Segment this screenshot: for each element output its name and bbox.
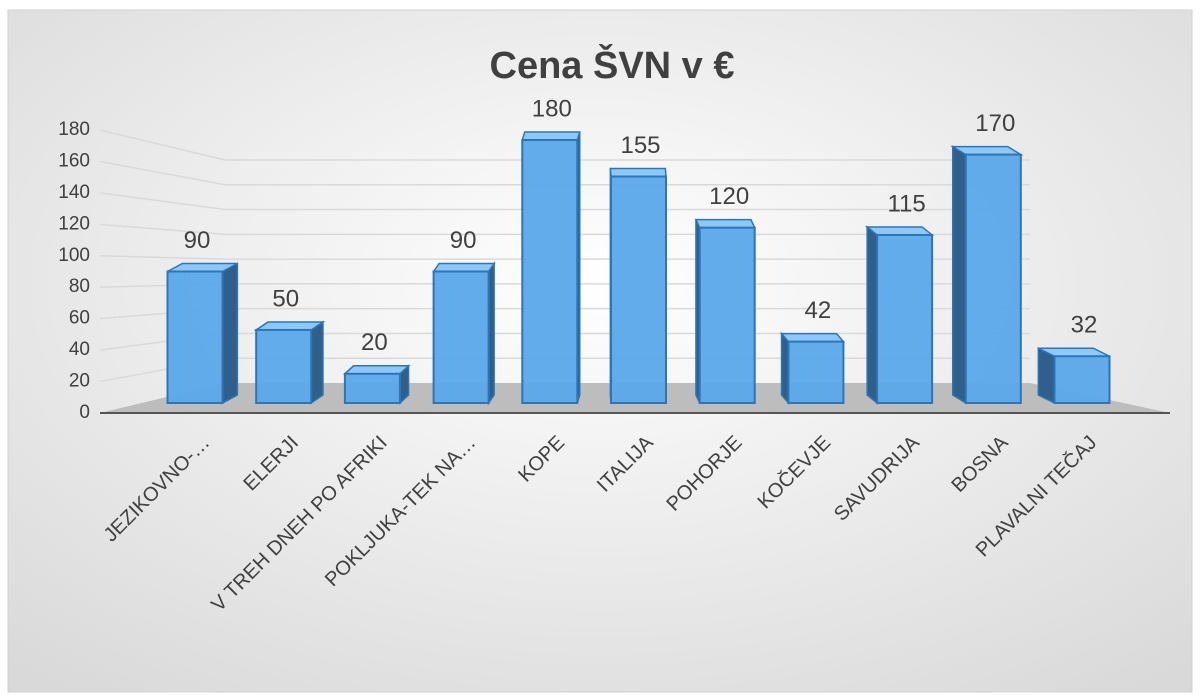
- bar-side: [1037, 347, 1056, 405]
- bar-top: [950, 145, 1024, 156]
- y-tick-label: 160: [58, 150, 90, 171]
- bar-top: [865, 226, 935, 236]
- data-label: 50: [272, 285, 299, 312]
- bar: [779, 331, 846, 406]
- y-tick-label: 20: [69, 371, 90, 392]
- bar: [521, 131, 581, 404]
- data-label: 90: [450, 227, 477, 254]
- bar-front: [432, 270, 490, 404]
- bar-front: [964, 153, 1022, 404]
- bar-top: [694, 218, 756, 229]
- bar-top: [609, 167, 667, 178]
- bar-front: [1053, 355, 1111, 404]
- y-tick-label: 100: [58, 245, 90, 266]
- data-label: 120: [709, 183, 749, 210]
- y-tick-label: 40: [69, 339, 90, 360]
- bar-top: [432, 262, 496, 273]
- bar: [1037, 347, 1111, 405]
- data-label: 42: [805, 297, 832, 324]
- data-label: 20: [361, 329, 388, 356]
- bar-top: [779, 332, 846, 343]
- bar-front: [787, 340, 845, 404]
- data-label: 180: [532, 95, 572, 122]
- grid-line: [99, 223, 1030, 236]
- bar-side: [310, 320, 324, 405]
- bar-front: [343, 372, 401, 404]
- grid-line: [99, 255, 1030, 260]
- y-tick-label: 0: [79, 402, 90, 423]
- data-label: 155: [620, 132, 660, 159]
- bar-top: [521, 131, 581, 141]
- bar-front: [255, 328, 313, 405]
- y-tick-label: 140: [58, 182, 90, 203]
- bar-front: [698, 226, 756, 404]
- data-label: 115: [887, 190, 925, 217]
- bar: [166, 262, 239, 405]
- bar-front: [876, 233, 934, 404]
- bar-top: [253, 321, 326, 331]
- y-tick-label: 120: [58, 213, 90, 234]
- bar: [342, 364, 411, 405]
- grid-line: [99, 160, 1030, 186]
- bar-front: [610, 175, 667, 404]
- bar-side: [221, 262, 239, 405]
- bar: [253, 320, 326, 405]
- grid-line: [99, 129, 1030, 161]
- bar-top: [342, 365, 411, 375]
- bar: [609, 167, 667, 404]
- bar: [865, 225, 935, 405]
- bar-side: [866, 225, 878, 405]
- data-label: 32: [1071, 312, 1098, 339]
- bar: [432, 261, 496, 406]
- bar-front: [521, 139, 579, 404]
- y-tick-label: 180: [58, 119, 90, 140]
- grid-line: [99, 192, 1030, 211]
- bars: [166, 131, 1111, 406]
- y-tick-label: 60: [69, 308, 90, 329]
- data-label: 90: [184, 227, 211, 254]
- bar: [694, 218, 756, 404]
- bar-side: [780, 331, 790, 406]
- bar-front: [166, 270, 224, 404]
- bar-side: [951, 145, 967, 405]
- data-label: 170: [975, 110, 1015, 137]
- chart-title: Cena ŠVN v €: [490, 42, 735, 87]
- bar: [950, 145, 1024, 405]
- y-tick-label: 80: [69, 276, 90, 297]
